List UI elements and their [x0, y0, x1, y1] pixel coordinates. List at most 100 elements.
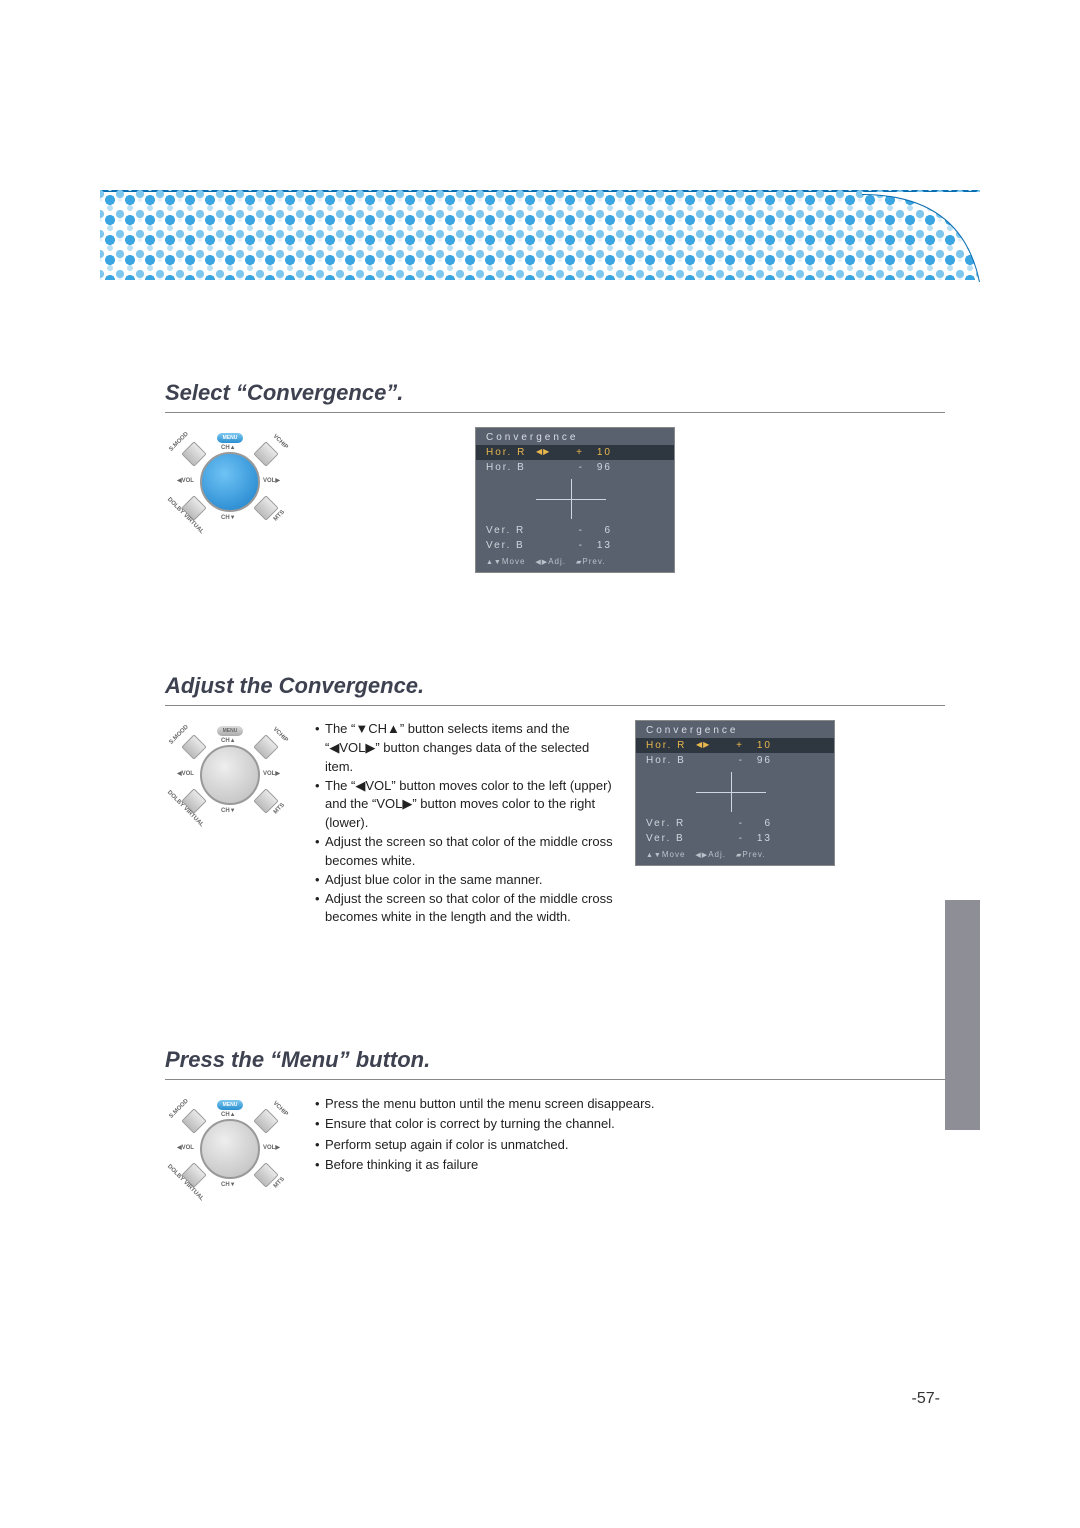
- osd-label: Ver. B: [646, 833, 696, 844]
- osd-sign: -: [566, 462, 584, 473]
- osd-value: 6: [584, 525, 612, 536]
- osd-value: 96: [744, 755, 772, 766]
- instruction-list: Press the menu button until the menu scr…: [315, 1094, 655, 1175]
- osd-footer: ▲▼Move ◀▶Adj. ▰Prev.: [636, 846, 834, 865]
- osd-row: Ver. B - 13: [476, 538, 674, 553]
- osd-label: Ver. R: [486, 525, 536, 536]
- corner-label: VCHIP: [272, 1101, 289, 1118]
- osd-label: Hor. R: [486, 447, 536, 458]
- osd-title: Convergence: [476, 428, 674, 445]
- remote-illustration: MENU CH▲ ◀VOL VOL▶ CH▼ S.MOOD VCHIP DOLB…: [165, 720, 295, 830]
- section-title: Select “Convergence”.: [165, 380, 945, 413]
- osd-value: 10: [584, 447, 612, 458]
- osd-value: 96: [584, 462, 612, 473]
- osd-label: Hor. R: [646, 740, 696, 751]
- osd-screenshot: Convergence Hor. R ◀▶ + 10 Hor. B - 96: [475, 427, 675, 573]
- instruction-item: Before thinking it as failure: [315, 1155, 655, 1175]
- ch-up-label: CH▲: [221, 738, 236, 744]
- osd-value: 13: [584, 540, 612, 551]
- corner-btn: [253, 734, 278, 759]
- osd-sign: -: [726, 818, 744, 829]
- vol-right-label: VOL▶: [263, 477, 280, 484]
- banner-curve: [862, 192, 982, 282]
- corner-btn: [253, 1109, 278, 1134]
- instruction-item: The “▼CH▲” button selects items and the …: [315, 720, 615, 777]
- menu-button: MENU: [217, 726, 243, 736]
- osd-row: Hor. B - 96: [476, 460, 674, 475]
- menu-button: MENU: [217, 1100, 243, 1110]
- osd-foot-move: Move: [502, 557, 526, 566]
- vol-left-label: ◀VOL: [177, 770, 194, 777]
- ch-up-label: CH▲: [221, 445, 236, 451]
- osd-value: 13: [744, 833, 772, 844]
- vol-right-label: VOL▶: [263, 770, 280, 777]
- osd-sign: -: [726, 833, 744, 844]
- osd-label: Hor. B: [486, 462, 536, 473]
- vol-left-label: ◀VOL: [177, 1144, 194, 1151]
- osd-value: 6: [744, 818, 772, 829]
- section-press-menu: Press the “Menu” button. MENU CH▲ ◀VOL V…: [165, 1047, 945, 1204]
- remote-disc: [200, 745, 260, 805]
- remote-disc: [200, 1119, 260, 1179]
- dotted-banner: [100, 190, 980, 280]
- osd-screenshot: Convergence Hor. R ◀▶ + 10 Hor. B - 96: [635, 720, 835, 866]
- osd-sign: -: [566, 525, 584, 536]
- osd-sign: -: [726, 755, 744, 766]
- ch-up-label: CH▲: [221, 1112, 236, 1118]
- osd-foot-prev: Prev.: [742, 850, 765, 859]
- instruction-item: Adjust the screen so that color of the m…: [315, 833, 615, 871]
- instruction-item: Adjust blue color in the same manner.: [315, 871, 615, 890]
- osd-row: Hor. B - 96: [636, 753, 834, 768]
- osd-title: Convergence: [636, 721, 834, 738]
- ch-down-label: CH▼: [221, 515, 236, 521]
- vol-right-label: VOL▶: [263, 1144, 280, 1151]
- instruction-item: Ensure that color is correct by turning …: [315, 1114, 655, 1134]
- osd-row-selected: Hor. R ◀▶ + 10: [636, 738, 834, 753]
- remote-illustration: MENU CH▲ ◀VOL VOL▶ CH▼ S.MOOD VCHIP DOLB…: [165, 427, 295, 537]
- corner-btn: [253, 441, 278, 466]
- corner-label: VCHIP: [272, 726, 289, 743]
- osd-label: Hor. B: [646, 755, 696, 766]
- osd-sign: +: [726, 740, 744, 751]
- instruction-item: The “◀VOL” button moves color to the lef…: [315, 777, 615, 834]
- content: Select “Convergence”. MENU CH▲ ◀VOL VOL▶…: [165, 380, 945, 1264]
- osd-label: Ver. B: [486, 540, 536, 551]
- corner-btn: [181, 1109, 206, 1134]
- osd-arrows: ◀▶: [536, 447, 566, 458]
- osd-arrows: ◀▶: [696, 740, 726, 751]
- instruction-item: Press the menu button until the menu scr…: [315, 1094, 655, 1114]
- osd-arrows: [536, 462, 566, 473]
- menu-button: MENU: [217, 433, 243, 443]
- osd-cross: [696, 772, 766, 812]
- osd-row: Ver. R - 6: [636, 816, 834, 831]
- side-tab: [945, 900, 980, 1130]
- osd-foot-adj: Adj.: [708, 850, 726, 859]
- corner-btn: [181, 441, 206, 466]
- osd-foot-move: Move: [662, 850, 686, 859]
- osd-label: Ver. R: [646, 818, 696, 829]
- osd-row: Ver. R - 6: [476, 523, 674, 538]
- corner-btn: [181, 734, 206, 759]
- remote-disc: [200, 452, 260, 512]
- osd-sign: +: [566, 447, 584, 458]
- corner-label: VCHIP: [272, 433, 289, 450]
- osd-footer: ▲▼Move ◀▶Adj. ▰Prev.: [476, 553, 674, 572]
- osd-cross: [536, 479, 606, 519]
- instruction-list: The “▼CH▲” button selects items and the …: [315, 720, 615, 927]
- osd-row: Ver. B - 13: [636, 831, 834, 846]
- section-title: Adjust the Convergence.: [165, 673, 945, 706]
- manual-page: Select “Convergence”. MENU CH▲ ◀VOL VOL▶…: [0, 0, 1080, 1528]
- osd-sign: -: [566, 540, 584, 551]
- osd-row-selected: Hor. R ◀▶ + 10: [476, 445, 674, 460]
- page-number: -57-: [912, 1390, 940, 1408]
- section-adjust-convergence: Adjust the Convergence. MENU CH▲ ◀VOL VO…: [165, 673, 945, 927]
- ch-down-label: CH▼: [221, 1182, 236, 1188]
- section-select-convergence: Select “Convergence”. MENU CH▲ ◀VOL VOL▶…: [165, 380, 945, 573]
- instruction-item: Perform setup again if color is unmatche…: [315, 1135, 655, 1155]
- section-title: Press the “Menu” button.: [165, 1047, 945, 1080]
- vol-left-label: ◀VOL: [177, 477, 194, 484]
- osd-foot-adj: Adj.: [548, 557, 566, 566]
- instruction-item: Adjust the screen so that color of the m…: [315, 890, 615, 928]
- osd-foot-prev: Prev.: [582, 557, 605, 566]
- remote-illustration: MENU CH▲ ◀VOL VOL▶ CH▼ S.MOOD VCHIP DOLB…: [165, 1094, 295, 1204]
